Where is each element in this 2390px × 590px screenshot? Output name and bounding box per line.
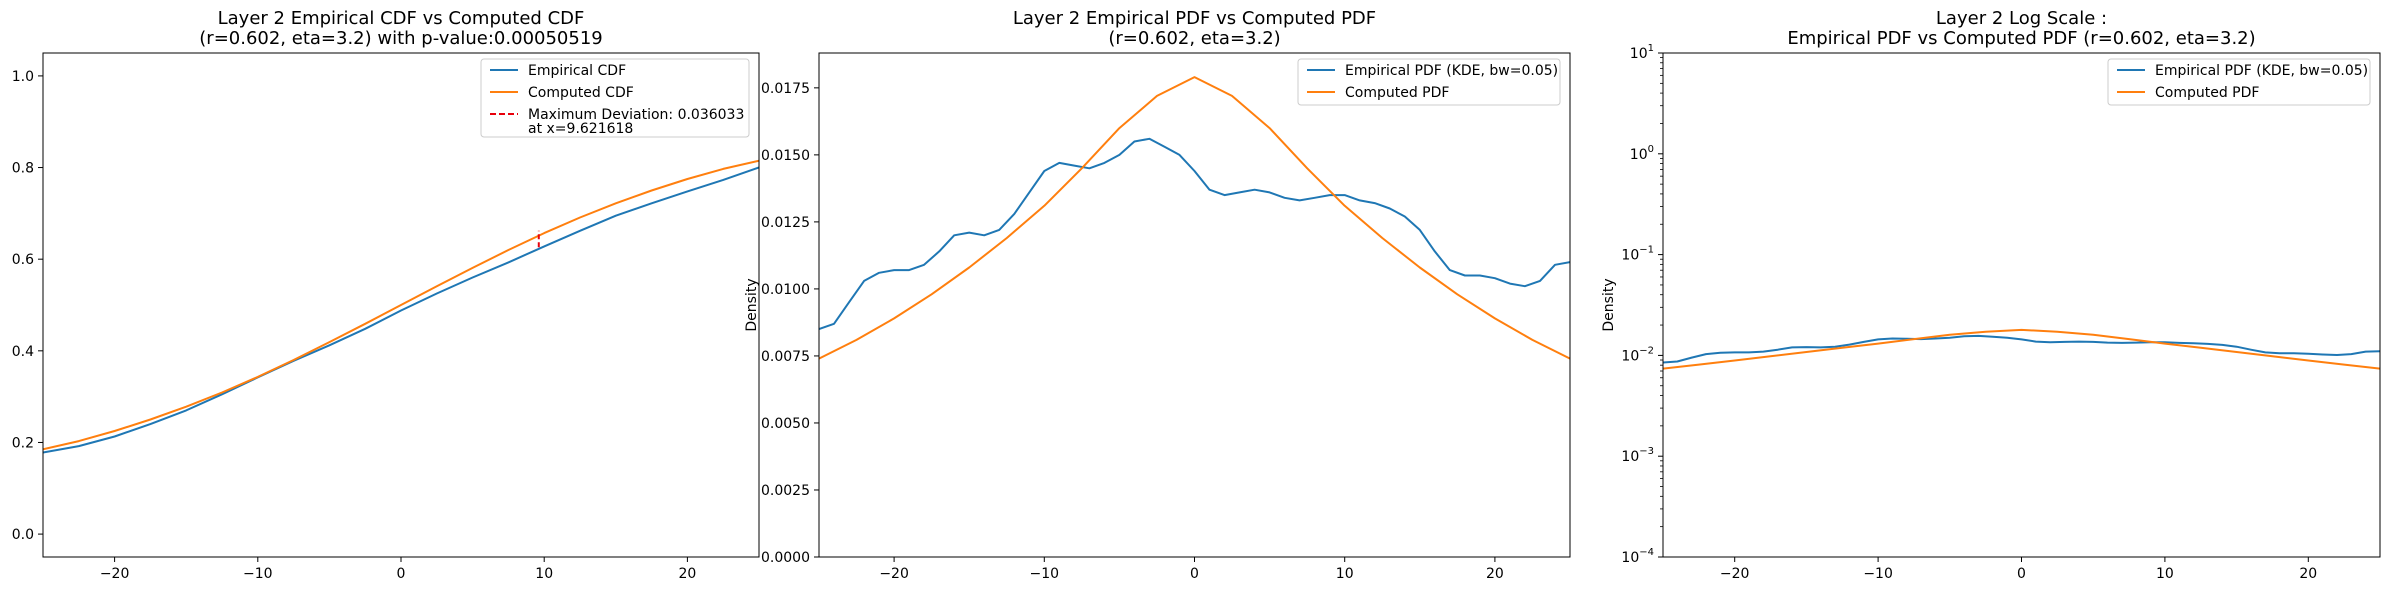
y-axis-label: Density bbox=[744, 278, 760, 331]
y-tick-label: 10−1 bbox=[1621, 245, 1654, 264]
legend-box bbox=[1297, 58, 1561, 106]
x-tick-label: −20 bbox=[879, 566, 909, 582]
series-line-empirical bbox=[819, 137, 1570, 331]
y-tick-label: 0.0150 bbox=[761, 148, 810, 164]
x-tick-label: 10 bbox=[2156, 566, 2174, 582]
chart-panel-1: Layer 2 Empirical CDF vs Computed CDF(r=… bbox=[12, 8, 760, 582]
x-tick-label: 0 bbox=[397, 566, 406, 582]
x-tick-label: −20 bbox=[1720, 566, 1750, 582]
chart-panel-2: Layer 2 Empirical PDF vs Computed PDF(r=… bbox=[744, 8, 1571, 582]
y-tick-label: 10−2 bbox=[1621, 345, 1654, 364]
x-tick-label: −10 bbox=[1863, 566, 1893, 582]
y-tick-label: 0.0 bbox=[12, 527, 34, 543]
series-line-computed bbox=[819, 76, 1570, 360]
x-tick-label: −10 bbox=[243, 566, 273, 582]
y-tick-label: 0.0125 bbox=[761, 215, 810, 231]
chart-title-3: Layer 2 Log Scale : bbox=[1936, 8, 2107, 29]
series-line-computed bbox=[1663, 328, 2380, 370]
x-tick-label: 20 bbox=[1486, 566, 1504, 582]
chart-subtitle-3: Empirical PDF vs Computed PDF (r=0.602, … bbox=[1787, 28, 2255, 49]
chart-subtitle-2: (r=0.602, eta=3.2) bbox=[1108, 28, 1280, 49]
legend-3: Empirical PDF (KDE, bw=0.05) Computed PDF bbox=[2107, 58, 2371, 106]
plot-area-2 bbox=[819, 76, 1570, 360]
plot-area-1 bbox=[43, 159, 759, 454]
y-axis-label: Density bbox=[1601, 278, 1617, 331]
x-tick-label: 20 bbox=[678, 566, 696, 582]
y-tick-label: 0.0050 bbox=[761, 416, 810, 432]
legend-label: Empirical PDF (KDE, bw=0.05) bbox=[1345, 63, 1558, 79]
chart-title-1: Layer 2 Empirical CDF vs Computed CDF bbox=[218, 8, 585, 29]
y-tick-label: 101 bbox=[1630, 43, 1654, 62]
axes-frame-2 bbox=[818, 52, 1571, 558]
y-tick-label: 0.0075 bbox=[761, 349, 810, 365]
x-tick-label: 0 bbox=[2017, 566, 2026, 582]
legend-label: Empirical CDF bbox=[528, 63, 626, 79]
x-tick-label: −10 bbox=[1030, 566, 1060, 582]
legend-label: Computed PDF bbox=[2155, 85, 2259, 101]
plot-area-3 bbox=[1663, 328, 2380, 370]
legend-box bbox=[480, 58, 750, 138]
chart-panel-3: Layer 2 Log Scale :Empirical PDF vs Comp… bbox=[1601, 8, 2381, 582]
y-tick-label: 0.0175 bbox=[761, 81, 810, 97]
legend-label: Computed PDF bbox=[1345, 85, 1449, 101]
legend-label-extra: at x=9.621618 bbox=[528, 121, 633, 137]
x-tick-label: 10 bbox=[535, 566, 553, 582]
x-tick-label: 0 bbox=[1190, 566, 1199, 582]
y-tick-label: 10−4 bbox=[1621, 547, 1654, 566]
y-tick-label: 0.0100 bbox=[761, 282, 810, 298]
series-line-empirical bbox=[1663, 334, 2380, 364]
y-tick-label: 0.8 bbox=[12, 161, 34, 177]
y-tick-label: 0.6 bbox=[12, 252, 34, 268]
chart-title-2: Layer 2 Empirical PDF vs Computed PDF bbox=[1013, 8, 1376, 29]
chart-subtitle-1: (r=0.602, eta=3.2) with p-value:0.000505… bbox=[199, 28, 602, 49]
y-tick-label: 10−3 bbox=[1621, 446, 1654, 465]
series-line-empirical bbox=[43, 166, 759, 454]
y-tick-label: 1.0 bbox=[12, 69, 34, 85]
legend-label: Empirical PDF (KDE, bw=0.05) bbox=[2155, 63, 2368, 79]
legend-2: Empirical PDF (KDE, bw=0.05) Computed PDF bbox=[1297, 58, 1561, 106]
y-tick-label: 100 bbox=[1630, 144, 1654, 163]
x-tick-label: 10 bbox=[1336, 566, 1354, 582]
x-tick-label: −20 bbox=[100, 566, 130, 582]
y-tick-label: 0.0025 bbox=[761, 483, 810, 499]
legend-label: Computed CDF bbox=[528, 85, 634, 101]
y-tick-label: 0.2 bbox=[12, 435, 34, 451]
x-tick-label: 20 bbox=[2299, 566, 2317, 582]
axes-frame-3 bbox=[1662, 52, 2381, 558]
legend-label: Maximum Deviation: 0.036033 bbox=[528, 107, 744, 123]
y-tick-label: 0.4 bbox=[12, 344, 34, 360]
y-tick-label: 0.0000 bbox=[761, 550, 810, 566]
series-line-computed bbox=[43, 159, 759, 451]
legend-1: Empirical CDF Computed CDF Maximum Deviati… bbox=[480, 58, 750, 138]
legend-box bbox=[2107, 58, 2371, 106]
